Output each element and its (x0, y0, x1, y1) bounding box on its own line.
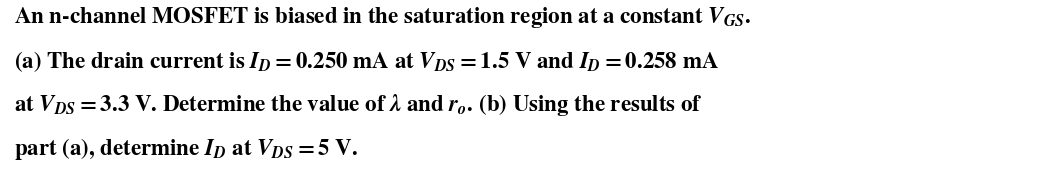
Text: part (a), determine $I_D$ at $V_{DS} = 5$ V.: part (a), determine $I_D$ at $V_{DS} = 5… (14, 136, 358, 162)
Text: An n-channel MOSFET is biased in the saturation region at a constant $V_{GS}$.: An n-channel MOSFET is biased in the sat… (14, 5, 752, 30)
Text: at $V_{DS} = 3.3$ V. Determine the value of $\lambda$ and $r_o$. (b) Using the r: at $V_{DS} = 3.3$ V. Determine the value… (14, 92, 703, 118)
Text: (a) The drain current is $I_D = 0.250$ mA at $V_{DS} = 1.5$ V and $I_D = 0.258$ : (a) The drain current is $I_D = 0.250$ m… (14, 49, 719, 74)
